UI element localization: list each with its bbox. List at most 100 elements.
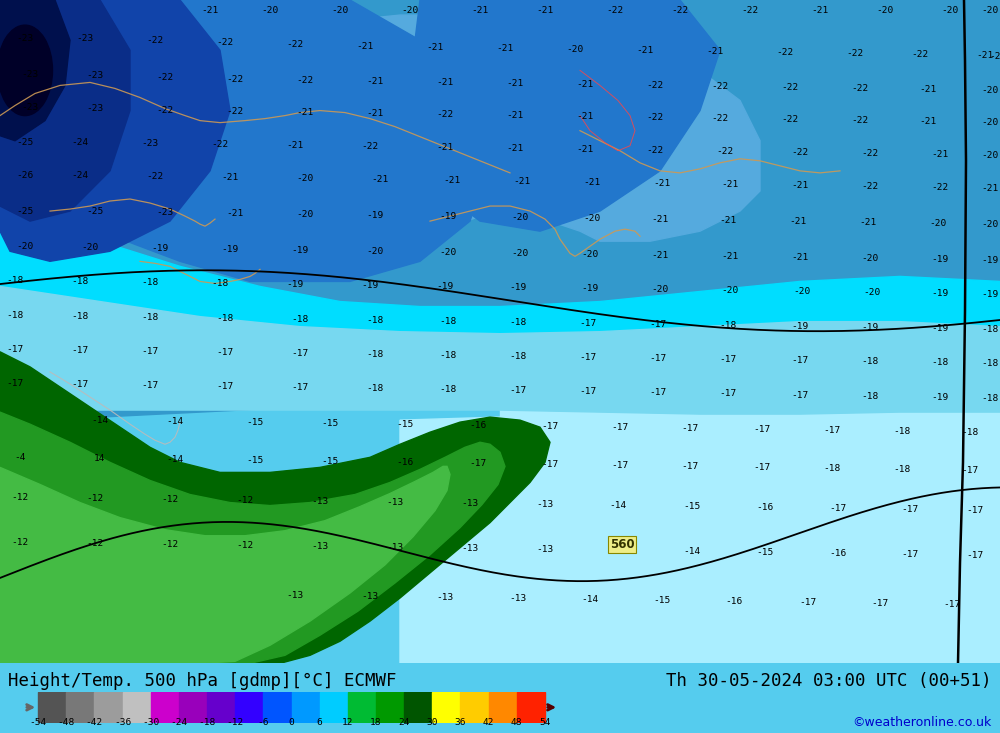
Text: -20: -20 [401,6,419,15]
Text: -17: -17 [961,466,979,475]
Text: -17: -17 [291,383,309,392]
Text: -18: -18 [366,385,384,394]
Text: -18: -18 [71,312,89,321]
Text: -19: -19 [931,255,949,264]
Text: -22: -22 [646,113,664,122]
Text: -17: -17 [791,391,809,399]
Text: -20: -20 [941,6,959,15]
Text: -4: -4 [14,453,26,462]
Text: -36: -36 [114,718,131,727]
Text: -21: -21 [436,143,454,152]
Polygon shape [0,466,450,663]
Bar [123,692,151,723]
Text: -13: -13 [386,498,404,507]
Bar [376,692,404,723]
Text: -22: -22 [216,37,234,47]
Text: -17: -17 [216,348,234,357]
Text: -22: -22 [146,172,164,181]
Text: -17: -17 [291,350,309,358]
Bar [207,692,235,723]
Text: -25: -25 [86,207,104,216]
Text: -21: -21 [706,47,724,56]
Text: 36: 36 [455,718,466,727]
Text: -19: -19 [931,289,949,298]
Text: -12: -12 [236,496,254,505]
Text: -22: -22 [646,147,664,155]
Text: -18: -18 [71,277,89,286]
Text: -12: -12 [236,541,254,550]
Text: 48: 48 [511,718,523,727]
Text: -17: -17 [943,600,961,608]
Text: -22: -22 [436,110,454,119]
Ellipse shape [0,25,52,116]
Text: -18: -18 [861,391,879,400]
Text: -17: -17 [799,597,817,606]
Polygon shape [0,412,505,663]
Polygon shape [0,0,70,141]
Text: -14: -14 [683,548,701,556]
Text: -21: -21 [976,51,994,60]
Text: 0: 0 [289,718,294,727]
Text: -17: -17 [681,424,699,432]
Text: -21: -21 [356,42,374,51]
Text: -23: -23 [21,103,39,112]
Bar [292,692,320,723]
Text: -20: -20 [366,247,384,256]
Text: -54: -54 [29,718,47,727]
Text: 6: 6 [317,718,323,727]
Text: -13: -13 [436,592,454,602]
Text: -17: -17 [6,380,24,388]
Text: -20: -20 [929,218,947,228]
Text: -21: -21 [226,209,244,218]
Text: -21: -21 [576,145,594,154]
Text: -22: -22 [851,84,869,93]
Text: -17: -17 [6,345,24,354]
Text: -22: -22 [851,116,869,125]
Text: -21: -21 [859,218,877,226]
Text: -21: -21 [651,215,669,224]
Text: -12: -12 [161,540,179,549]
Bar [38,692,66,723]
Text: -19: -19 [931,392,949,402]
Text: -23: -23 [16,34,34,43]
Polygon shape [0,0,1000,463]
Text: -22: -22 [286,40,304,48]
Text: -21: -21 [811,6,829,15]
Text: -20: -20 [981,220,999,229]
Text: -14: -14 [609,501,627,510]
Text: ©weatheronline.co.uk: ©weatheronline.co.uk [853,716,992,729]
Polygon shape [0,0,490,281]
Text: 24: 24 [398,718,410,727]
Text: -20: -20 [981,86,999,95]
Text: -17: -17 [823,426,841,435]
Bar [432,692,460,723]
Text: -21: -21 [721,252,739,261]
Text: -19: -19 [366,210,384,220]
Text: -20: -20 [296,210,314,218]
Text: -15: -15 [246,456,264,465]
Text: -22: -22 [931,183,949,193]
Text: -13: -13 [609,546,627,556]
Text: -20: -20 [331,6,349,15]
Text: -18: -18 [198,718,216,727]
Text: -18: -18 [931,358,949,367]
Text: -22: -22 [716,147,734,156]
Text: -18: -18 [861,357,879,366]
Text: -15: -15 [321,457,339,466]
Text: -17: -17 [649,388,667,397]
Text: -18: -18 [366,316,384,325]
Text: -12: -12 [227,718,244,727]
Text: -21: -21 [366,77,384,86]
Text: 12: 12 [342,718,354,727]
Text: -17: -17 [541,460,559,469]
Text: -17: -17 [871,599,889,608]
Text: -48: -48 [58,718,75,727]
Text: -15: -15 [396,420,414,429]
Text: -23: -23 [86,71,104,80]
Text: 560: 560 [610,538,634,551]
Text: -15: -15 [653,595,671,605]
Text: -20: -20 [863,288,881,297]
Text: -22: -22 [861,183,879,191]
Text: -18: -18 [439,386,457,394]
Text: -22: -22 [296,76,314,85]
